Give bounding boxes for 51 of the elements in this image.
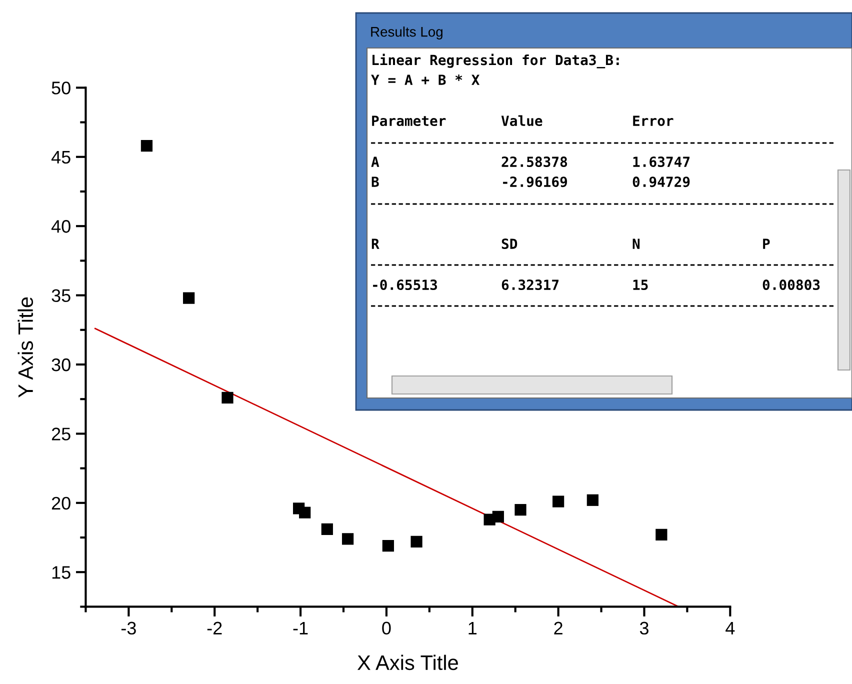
x-axis-title: X Axis Title bbox=[357, 654, 458, 670]
annotation: A bbox=[371, 156, 380, 167]
text: Results Log bbox=[371, 26, 442, 40]
y-tick-label: 15 bbox=[52, 566, 70, 579]
y-axis-title: Y Axis Title bbox=[18, 297, 34, 398]
annotation: B bbox=[372, 176, 379, 187]
text: Y = A + B * X bbox=[371, 74, 480, 85]
point bbox=[552, 496, 564, 508]
point bbox=[342, 533, 354, 545]
x-tick-label: 4 bbox=[726, 622, 735, 634]
annotation: -2.96169 bbox=[503, 176, 568, 188]
annotation: 0.94729 bbox=[632, 176, 690, 188]
y-tick-label: 30 bbox=[52, 358, 70, 372]
annotation: SD bbox=[502, 238, 518, 250]
annotation: 15 bbox=[633, 280, 648, 290]
annotation: R bbox=[372, 238, 380, 249]
point bbox=[183, 292, 195, 304]
annotation: 6.32317 bbox=[502, 280, 558, 290]
x-tick-label: -3 bbox=[121, 622, 136, 635]
x-tick-label: 0 bbox=[382, 622, 391, 635]
annotation: N bbox=[632, 238, 640, 249]
annotation: 1.63747 bbox=[633, 156, 690, 168]
x-tick-label: 1 bbox=[468, 622, 477, 634]
point bbox=[656, 528, 668, 541]
x-tick-label: 3 bbox=[640, 622, 648, 635]
annotation: -0.65513 bbox=[373, 280, 437, 290]
annotation: 22.58378 bbox=[502, 156, 568, 168]
point bbox=[492, 510, 504, 523]
text: Linear Regression for Data3_B: bbox=[372, 54, 619, 68]
y-tick-label: 45 bbox=[51, 151, 70, 164]
point bbox=[299, 506, 311, 518]
point bbox=[514, 504, 526, 516]
x-tick-label: 2 bbox=[554, 622, 562, 634]
y-tick-label: 20 bbox=[52, 496, 70, 510]
text: P bbox=[763, 238, 770, 249]
point bbox=[382, 540, 394, 552]
x-tick-label: -1 bbox=[293, 622, 308, 634]
point bbox=[586, 494, 598, 506]
point bbox=[140, 140, 153, 152]
x-tick-label: -2 bbox=[207, 622, 222, 634]
text: 0.00803 bbox=[762, 280, 820, 290]
point bbox=[222, 392, 234, 404]
y-tick-label: 40 bbox=[51, 220, 70, 233]
annotation: Value bbox=[501, 115, 542, 126]
y-tick-label: 25 bbox=[52, 428, 70, 440]
point bbox=[410, 536, 422, 548]
point bbox=[321, 523, 333, 536]
y-tick-label: 50 bbox=[52, 82, 70, 94]
annotation: Error bbox=[633, 116, 674, 126]
annotation: Parameter bbox=[372, 116, 446, 126]
y-tick-label: 35 bbox=[52, 289, 70, 302]
